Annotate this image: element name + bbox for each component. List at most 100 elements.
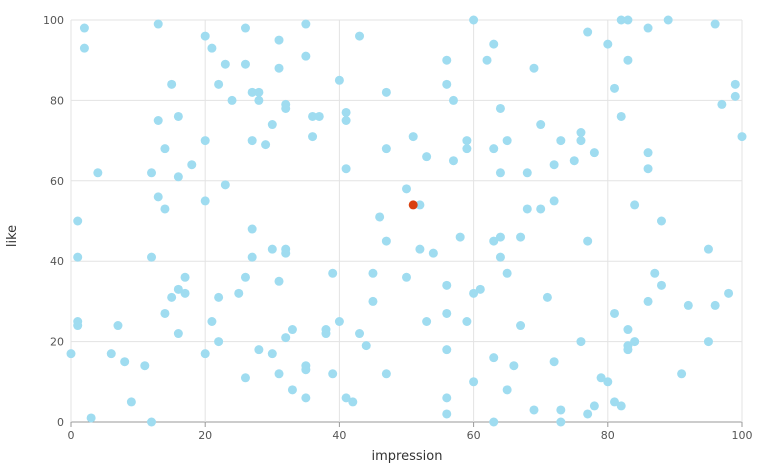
data-point[interactable] — [482, 55, 492, 65]
data-point[interactable] — [160, 204, 170, 214]
data-point[interactable] — [267, 349, 277, 359]
data-point[interactable] — [247, 87, 257, 97]
data-point[interactable] — [677, 369, 687, 379]
data-point[interactable] — [583, 409, 593, 419]
data-point[interactable] — [167, 292, 177, 302]
data-point[interactable] — [254, 87, 264, 97]
data-point[interactable] — [462, 136, 472, 146]
data-point[interactable] — [220, 180, 230, 190]
data-point[interactable] — [502, 136, 512, 146]
data-point[interactable] — [442, 280, 452, 290]
data-point[interactable] — [462, 317, 472, 326]
data-point[interactable] — [214, 292, 224, 302]
data-point[interactable] — [603, 377, 613, 387]
data-point[interactable] — [301, 393, 311, 403]
data-point[interactable] — [536, 120, 546, 130]
data-point[interactable] — [341, 164, 351, 174]
data-point[interactable] — [247, 136, 257, 146]
data-point[interactable] — [583, 236, 593, 246]
data-point[interactable] — [663, 15, 673, 25]
data-point[interactable] — [173, 329, 183, 339]
data-point[interactable] — [522, 168, 532, 178]
data-point[interactable] — [381, 144, 391, 154]
data-point[interactable] — [529, 63, 539, 73]
data-point[interactable] — [489, 39, 499, 49]
data-point[interactable] — [415, 244, 425, 254]
data-point[interactable] — [448, 95, 458, 105]
data-point[interactable] — [422, 317, 432, 326]
data-point[interactable] — [254, 95, 264, 105]
data-point[interactable] — [86, 413, 96, 423]
data-point[interactable] — [274, 63, 284, 73]
data-point[interactable] — [247, 224, 257, 234]
data-point[interactable] — [495, 103, 505, 113]
data-point[interactable] — [267, 244, 277, 254]
data-point[interactable] — [643, 148, 653, 158]
data-point[interactable] — [66, 349, 76, 359]
data-point[interactable] — [717, 99, 727, 109]
data-point[interactable] — [643, 23, 653, 33]
data-point[interactable] — [355, 31, 365, 41]
data-point[interactable] — [536, 204, 546, 214]
data-point[interactable] — [428, 248, 438, 258]
data-point[interactable] — [160, 144, 170, 154]
data-point[interactable] — [422, 152, 432, 162]
data-point[interactable] — [247, 252, 257, 262]
data-point[interactable] — [489, 353, 499, 363]
data-point[interactable] — [261, 140, 271, 150]
data-point[interactable] — [180, 272, 190, 282]
data-point[interactable] — [281, 103, 291, 113]
data-point[interactable] — [402, 184, 411, 194]
data-point[interactable] — [240, 59, 250, 69]
data-point[interactable] — [630, 200, 640, 210]
data-point[interactable] — [442, 55, 452, 65]
data-point[interactable] — [200, 196, 210, 206]
data-point[interactable] — [623, 15, 633, 25]
data-point[interactable] — [200, 136, 210, 146]
data-point[interactable] — [703, 337, 713, 347]
data-point[interactable] — [214, 337, 224, 347]
data-point[interactable] — [140, 361, 150, 371]
data-point[interactable] — [234, 288, 244, 298]
data-point[interactable] — [643, 296, 653, 306]
data-point[interactable] — [187, 160, 197, 170]
data-point[interactable] — [549, 196, 559, 206]
data-point[interactable] — [153, 19, 163, 29]
data-point[interactable] — [207, 43, 217, 53]
data-point[interactable] — [650, 268, 660, 278]
data-point[interactable] — [120, 357, 130, 367]
data-point[interactable] — [576, 337, 586, 347]
data-point[interactable] — [301, 365, 311, 375]
data-point[interactable] — [489, 144, 499, 154]
data-point[interactable] — [603, 39, 613, 49]
data-point[interactable] — [274, 276, 284, 286]
data-point[interactable] — [381, 369, 391, 379]
data-point[interactable] — [610, 308, 620, 318]
data-point[interactable] — [469, 288, 479, 298]
data-point[interactable] — [240, 373, 250, 383]
data-point[interactable] — [522, 204, 532, 214]
data-point[interactable] — [314, 111, 324, 121]
data-point[interactable] — [549, 160, 559, 170]
data-point[interactable] — [710, 19, 720, 29]
data-point[interactable] — [623, 325, 633, 335]
data-point[interactable] — [73, 216, 83, 226]
data-point[interactable] — [301, 51, 311, 61]
data-point[interactable] — [610, 397, 620, 407]
data-point[interactable] — [448, 156, 458, 166]
data-point[interactable] — [576, 128, 586, 138]
data-point[interactable] — [656, 280, 666, 290]
data-point[interactable] — [643, 164, 653, 174]
data-point[interactable] — [730, 91, 740, 101]
data-point[interactable] — [442, 393, 452, 403]
data-point[interactable] — [408, 132, 418, 142]
data-point[interactable] — [489, 236, 499, 246]
data-point[interactable] — [153, 192, 163, 202]
data-point[interactable] — [220, 59, 230, 69]
data-point[interactable] — [274, 369, 284, 379]
data-point[interactable] — [113, 321, 123, 331]
data-point[interactable] — [556, 136, 566, 146]
data-point[interactable] — [516, 232, 526, 242]
data-point[interactable] — [254, 345, 264, 355]
data-point[interactable] — [355, 329, 365, 339]
